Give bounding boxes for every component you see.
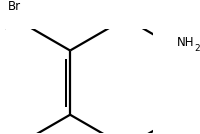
Polygon shape [180, 44, 192, 52]
Text: 2: 2 [195, 44, 200, 53]
Text: NH: NH [177, 36, 194, 49]
Text: Br: Br [8, 0, 21, 13]
